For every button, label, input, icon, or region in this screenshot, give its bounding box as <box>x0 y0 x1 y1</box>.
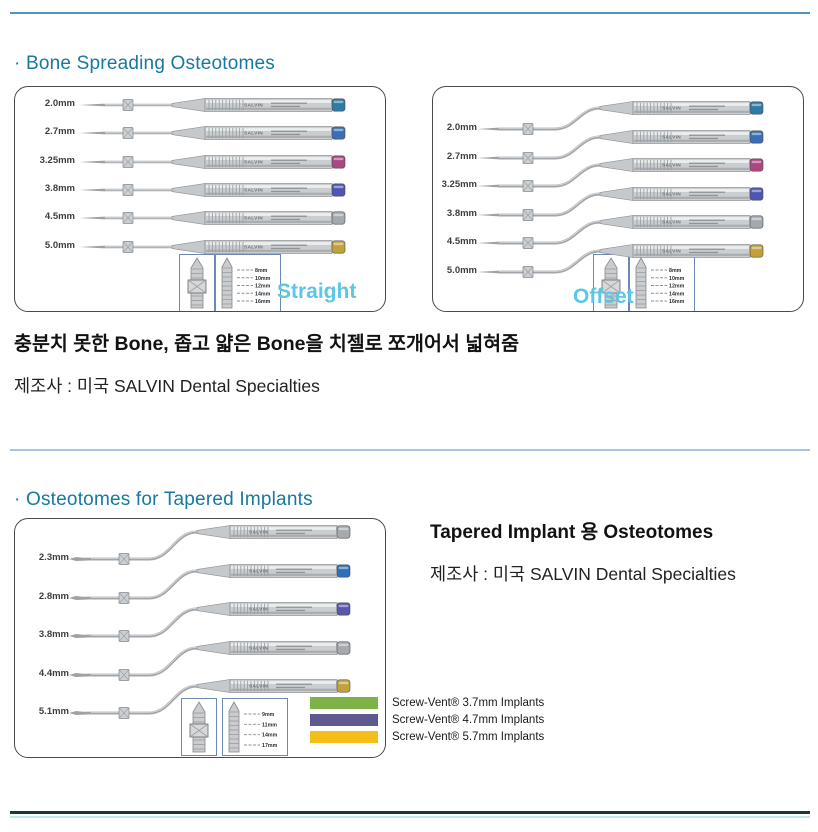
implant-legend-row: Screw-Vent® 4.7mm Implants <box>310 714 544 726</box>
svg-text:SALVIN: SALVIN <box>249 684 268 690</box>
instrument-size-label: 3.25mm <box>39 154 75 166</box>
implant-legend-label: Screw-Vent® 5.7mm Implants <box>392 731 545 743</box>
svg-text:SALVIN: SALVIN <box>249 645 268 651</box>
section2-title: · Osteotomes for Tapered Implants <box>14 489 313 510</box>
svg-text:14mm: 14mm <box>262 733 278 739</box>
instrument-size-label: 5.1mm <box>38 706 69 717</box>
osteotome-tapered-illustration: SALVIN <box>69 598 359 646</box>
svg-text:SALVIN: SALVIN <box>662 134 681 140</box>
tip-detail-inset <box>181 698 217 756</box>
osteotome-offset-illustration: SALVIN <box>477 240 769 282</box>
tip-detail-inset <box>593 254 629 311</box>
osteotome-straight-illustration: SALVIN <box>79 94 347 116</box>
section1-description: 충분치 못한 Bone, 좁고 얇은 Bone을 치젤로 쪼개어서 넓혀줌 <box>14 333 520 355</box>
offset-style-label: Offset <box>573 285 634 308</box>
instrument-size-label: 3.8mm <box>38 629 69 640</box>
section2-heading: Tapered Implant 용 Osteotomes <box>430 522 714 543</box>
svg-text:10mm: 10mm <box>255 276 271 282</box>
svg-text:SALVIN: SALVIN <box>662 163 681 169</box>
svg-text:SALVIN: SALVIN <box>662 191 681 197</box>
osteotome-offset-illustration: SALVIN <box>477 211 769 253</box>
implant-color-bar <box>310 697 378 709</box>
osteotome-straight-illustration: SALVIN <box>79 179 347 201</box>
instrument-size-label: 3.8mm <box>446 207 477 219</box>
implant-color-bar <box>310 731 378 743</box>
svg-text:SALVIN: SALVIN <box>244 216 263 222</box>
bottom-divider-light <box>10 816 810 818</box>
svg-text:16mm: 16mm <box>255 299 271 305</box>
svg-text:SALVIN: SALVIN <box>662 248 681 254</box>
osteotome-tapered-illustration: SALVIN <box>69 637 359 685</box>
implant-size-legend: Screw-Vent® 3.7mm Implants Screw-Vent® 4.… <box>310 697 544 748</box>
osteotome-tapered-illustration: SALVIN <box>69 675 359 723</box>
svg-text:9mm: 9mm <box>262 712 275 718</box>
instrument-size-label: 3.25mm <box>441 179 477 190</box>
svg-text:SALVIN: SALVIN <box>244 159 263 165</box>
straight-style-label: Straight <box>277 280 357 303</box>
section1-title: · Bone Spreading Osteotomes <box>14 53 275 74</box>
section2-manufacturer: 제조사 : 미국 SALVIN Dental Specialties <box>430 564 736 584</box>
svg-text:SALVIN: SALVIN <box>249 568 268 574</box>
offset-osteotomes-panel: 8mm 10mm 12mm 14mm 16mm Offset 2.0mm SALVIN 2.… <box>432 86 804 312</box>
implant-legend-row: Screw-Vent® 3.7mm Implants <box>310 697 544 709</box>
osteotome-offset-illustration: SALVIN <box>477 154 769 196</box>
osteotome-offset-illustration: SALVIN <box>477 126 769 168</box>
section1-manufacturer: 제조사 : 미국 SALVIN Dental Specialties <box>14 376 320 396</box>
svg-text:SALVIN: SALVIN <box>662 106 681 112</box>
tip-detail-inset <box>179 254 215 311</box>
instrument-size-label: 2.7mm <box>44 126 75 138</box>
svg-text:SALVIN: SALVIN <box>244 131 263 137</box>
svg-text:14mm: 14mm <box>255 291 271 297</box>
implant-legend-row: Screw-Vent® 5.7mm Implants <box>310 731 544 743</box>
osteotome-straight-illustration: SALVIN <box>79 236 347 258</box>
instrument-size-label: 2.3mm <box>38 552 69 563</box>
instrument-size-label: 4.5mm <box>44 211 75 223</box>
instrument-size-label: 4.4mm <box>38 667 69 679</box>
depth-markings-inset: 8mm 10mm 12mm 14mm 16mm <box>629 254 695 311</box>
svg-text:8mm: 8mm <box>255 268 268 274</box>
instrument-size-label: 3.8mm <box>44 182 75 194</box>
osteotome-offset-illustration: SALVIN <box>477 97 769 139</box>
svg-text:12mm: 12mm <box>669 284 685 290</box>
svg-text:14mm: 14mm <box>669 291 685 297</box>
svg-text:8mm: 8mm <box>669 268 682 274</box>
svg-text:SALVIN: SALVIN <box>244 187 263 193</box>
svg-text:SALVIN: SALVIN <box>249 607 268 613</box>
depth-markings-inset: 9mm 11mm 14mm 17mm <box>222 698 288 756</box>
osteotome-straight-illustration: SALVIN <box>79 207 347 229</box>
osteotome-tapered-illustration: SALVIN <box>69 560 359 608</box>
instrument-size-label: 2.0mm <box>446 122 477 133</box>
svg-text:16mm: 16mm <box>669 299 685 305</box>
depth-markings-inset: 8mm 10mm 12mm 14mm 16mm <box>215 254 281 311</box>
svg-text:12mm: 12mm <box>255 284 271 290</box>
implant-color-bar <box>310 714 378 726</box>
instrument-size-label: 4.5mm <box>446 236 477 247</box>
osteotome-straight-illustration: SALVIN <box>79 151 347 173</box>
svg-text:SALVIN: SALVIN <box>662 220 681 226</box>
top-divider <box>10 12 810 14</box>
osteotome-tapered-illustration: SALVIN <box>69 521 359 569</box>
instrument-size-label: 2.7mm <box>446 150 477 162</box>
svg-text:17mm: 17mm <box>262 743 278 749</box>
instrument-size-label: 2.8mm <box>38 590 69 602</box>
straight-osteotomes-panel: 8mm 10mm 12mm 14mm 16mm Straight 2.0mm SALVIN… <box>14 86 386 312</box>
osteotome-offset-illustration: SALVIN <box>477 183 769 225</box>
bottom-divider-dark <box>10 811 810 814</box>
svg-text:SALVIN: SALVIN <box>244 244 263 250</box>
instrument-size-label: 2.0mm <box>44 98 75 109</box>
instrument-size-label: 5.0mm <box>446 264 477 276</box>
implant-legend-label: Screw-Vent® 3.7mm Implants <box>392 697 545 709</box>
svg-text:SALVIN: SALVIN <box>244 103 263 109</box>
instrument-size-label: 5.0mm <box>44 239 75 251</box>
tapered-osteotomes-panel: 9mm 11mm 14mm 17mm 2.3mm SALVIN 2.8mm SALVIN 3.… <box>14 518 386 758</box>
implant-legend-label: Screw-Vent® 4.7mm Implants <box>392 714 545 726</box>
section-divider <box>10 449 810 451</box>
svg-text:10mm: 10mm <box>669 276 685 282</box>
svg-text:SALVIN: SALVIN <box>249 530 268 536</box>
svg-text:11mm: 11mm <box>262 722 277 728</box>
osteotome-straight-illustration: SALVIN <box>79 122 347 144</box>
